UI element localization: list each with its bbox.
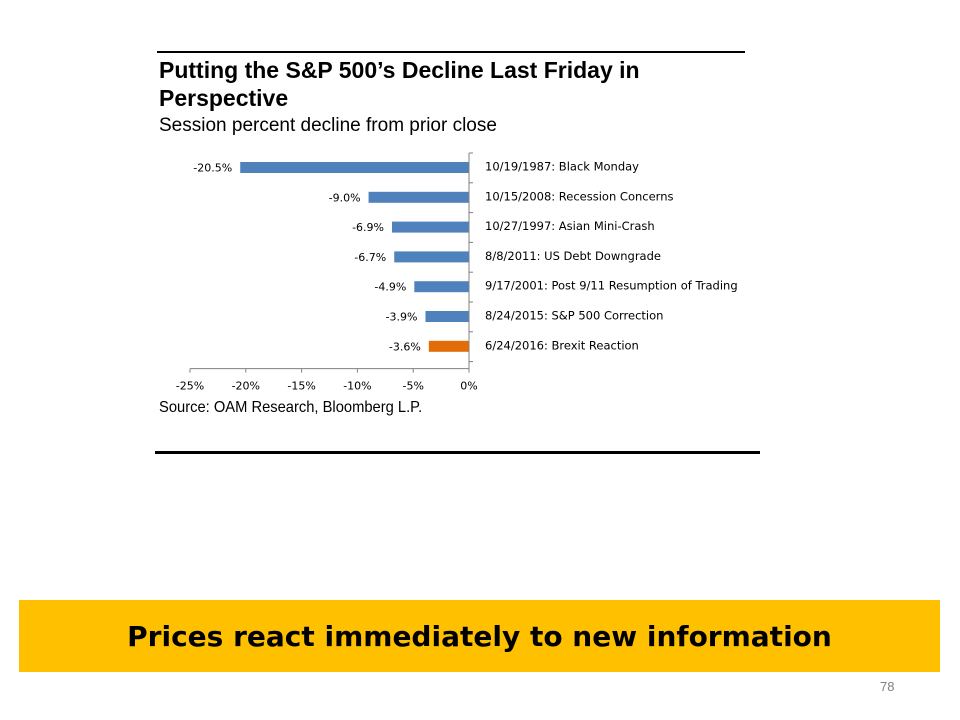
category-label: 10/15/2008: Recession Concerns <box>485 189 673 203</box>
category-label: 9/17/2001: Post 9/11 Resumption of Tradi… <box>485 279 738 293</box>
bar <box>425 311 469 322</box>
category-label: 10/27/1997: Asian Mini-Crash <box>485 219 655 233</box>
banner-text: Prices react immediately to new informat… <box>127 619 832 653</box>
category-label: 10/19/1987: Black Monday <box>485 160 639 174</box>
value-label: -9.0% <box>329 191 361 204</box>
bar <box>394 251 469 263</box>
value-label: -3.6% <box>389 340 421 353</box>
x-tick-label: -5% <box>402 380 423 393</box>
top-rule <box>157 51 745 53</box>
bar <box>428 340 469 352</box>
x-tick-label: -10% <box>343 380 371 393</box>
bar-chart: -20.5% 10/19/1987: Black Monday -9.0% 10/15… <box>176 152 738 393</box>
page-number: 78 <box>880 679 895 694</box>
category-label: 6/24/2016: Brexit Reaction <box>485 338 639 352</box>
chart-title: Putting the S&P 500’s Decline Last Frida… <box>159 57 640 111</box>
bar <box>414 281 469 293</box>
bar <box>391 221 469 233</box>
chart-subtitle: Session percent decline from prior close <box>159 115 497 136</box>
x-tick-label: -20% <box>232 380 260 393</box>
value-label: -20.5% <box>193 162 232 175</box>
chart-source: Source: OAM Research, Bloomberg L.P. <box>159 399 423 416</box>
value-label: -4.9% <box>374 281 406 294</box>
x-tick-label: -15% <box>287 380 315 393</box>
bottom-rule <box>155 451 760 454</box>
value-label: -6.9% <box>352 221 384 234</box>
takeaway-banner: Prices react immediately to new informat… <box>19 600 940 672</box>
bar <box>240 162 469 173</box>
value-label: -3.9% <box>386 311 418 324</box>
x-tick-label: 0% <box>460 380 477 393</box>
x-tick-label: -25% <box>176 380 204 393</box>
value-label: -6.7% <box>354 251 386 264</box>
bar <box>368 191 469 203</box>
category-label: 8/8/2011: US Debt Downgrade <box>485 249 661 263</box>
category-label: 8/24/2015: S&P 500 Correction <box>485 309 663 323</box>
